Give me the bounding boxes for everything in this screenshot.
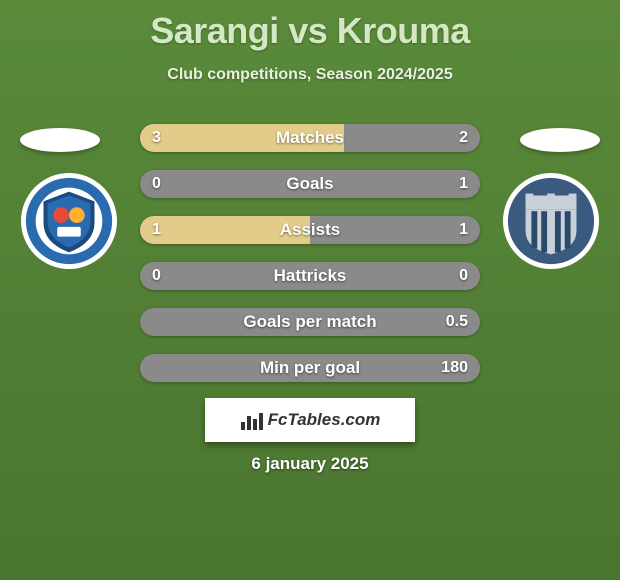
bars-icon (240, 410, 264, 430)
page-title: Sarangi vs Krouma (0, 0, 620, 52)
stat-value-right: 0.5 (446, 313, 468, 331)
fctables-label: FcTables.com (268, 410, 381, 430)
stat-value-right: 1 (459, 175, 468, 193)
player-placeholder-right (520, 128, 600, 152)
stat-value-right: 1 (459, 221, 468, 239)
club-badge-right (502, 172, 600, 270)
stat-label: Hattricks (140, 266, 480, 286)
stat-label: Goals per match (140, 312, 480, 332)
fctables-banner[interactable]: FcTables.com (205, 398, 415, 442)
stat-label: Min per goal (140, 358, 480, 378)
stat-row: Goals per match 0.5 (140, 308, 480, 336)
stat-row: 0 Hattricks 0 (140, 262, 480, 290)
stat-row: 1 Assists 1 (140, 216, 480, 244)
stat-row: 3 Matches 2 (140, 124, 480, 152)
stat-row: Min per goal 180 (140, 354, 480, 382)
club-badge-left (20, 172, 118, 270)
stat-label: Assists (140, 220, 480, 240)
stat-value-right: 0 (459, 267, 468, 285)
stat-value-right: 2 (459, 129, 468, 147)
subtitle: Club competitions, Season 2024/2025 (0, 66, 620, 84)
stat-row: 0 Goals 1 (140, 170, 480, 198)
stat-value-right: 180 (441, 359, 468, 377)
stat-label: Goals (140, 174, 480, 194)
date-label: 6 january 2025 (0, 454, 620, 474)
player-placeholder-left (20, 128, 100, 152)
stats-container: 3 Matches 2 0 Goals 1 1 Assists 1 0 Hatt… (140, 124, 480, 400)
stat-label: Matches (140, 128, 480, 148)
